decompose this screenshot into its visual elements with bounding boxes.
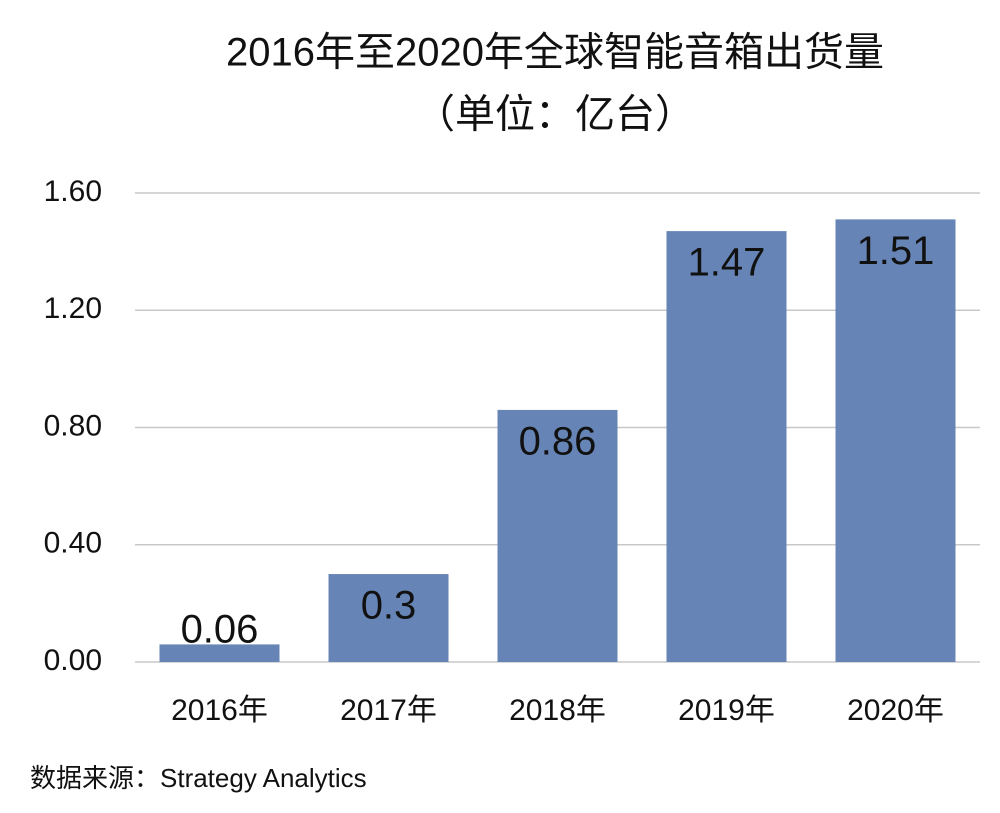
data-label: 1.51 (857, 229, 935, 273)
bar (159, 644, 280, 662)
chart-subtitle: （单位：亿台） (415, 93, 695, 137)
x-tick-label: 2018年 (509, 694, 606, 727)
bar (835, 219, 956, 662)
y-tick-label: 0.00 (44, 644, 102, 677)
x-tick-label: 2016年 (171, 694, 268, 727)
data-label: 0.3 (361, 584, 417, 628)
data-label: 0.06 (181, 608, 259, 652)
y-tick-label: 0.40 (44, 527, 102, 560)
source-note: 数据来源：Strategy Analytics (30, 763, 367, 793)
x-tick-label: 2017年 (340, 694, 437, 727)
x-tick-label: 2019年 (678, 694, 775, 727)
x-tick-label: 2020年 (847, 694, 944, 727)
data-label: 1.47 (688, 241, 766, 285)
bar (497, 409, 618, 662)
y-tick-label: 1.60 (44, 175, 102, 208)
chart-title: 2016年至2020年全球智能音箱出货量 (226, 31, 884, 75)
y-tick-label: 0.80 (44, 409, 102, 442)
y-tick-label: 1.20 (44, 292, 102, 325)
bar (328, 574, 449, 662)
bar (666, 231, 787, 662)
data-label: 0.86 (519, 419, 597, 463)
